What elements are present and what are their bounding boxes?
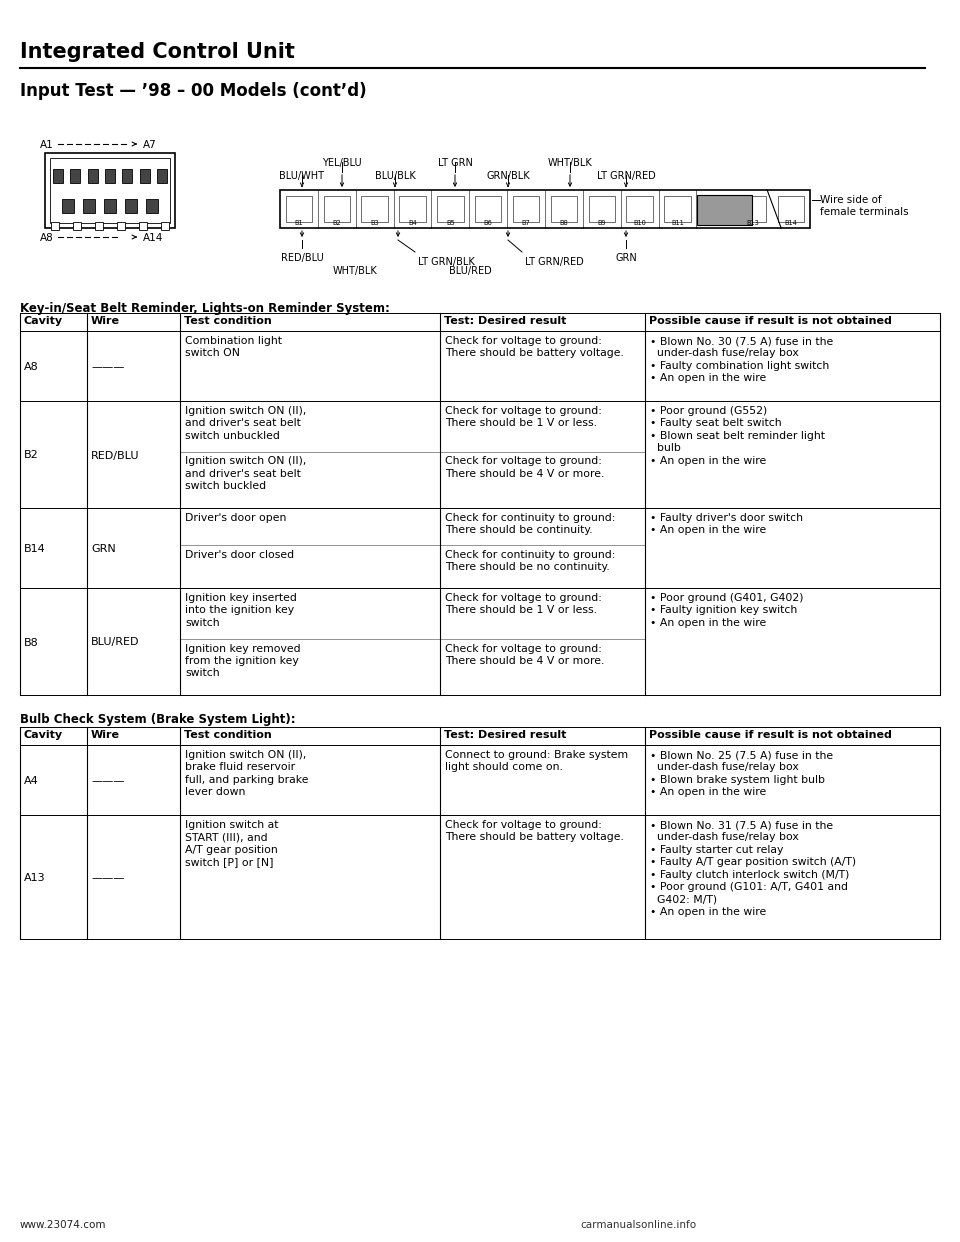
Bar	[280, 190, 810, 229]
Text: B14: B14	[784, 220, 798, 226]
Bar	[551, 196, 577, 222]
Bar	[361, 196, 388, 222]
Text: B8: B8	[24, 637, 38, 647]
Text: Cavity: Cavity	[24, 315, 63, 325]
Bar	[105, 169, 115, 183]
Text: Cavity: Cavity	[24, 730, 63, 740]
Text: Wire side of: Wire side of	[820, 195, 881, 205]
Text: Test: Desired result: Test: Desired result	[444, 730, 566, 740]
Text: LT GRN/RED: LT GRN/RED	[525, 257, 584, 267]
Text: Ignition switch ON (II),
and driver's seat belt
switch unbuckled: Ignition switch ON (II), and driver's se…	[185, 406, 306, 441]
Text: Ignition key removed
from the ignition key
switch: Ignition key removed from the ignition k…	[185, 643, 300, 678]
Bar	[588, 196, 615, 222]
Bar	[740, 196, 766, 222]
Text: B7: B7	[521, 220, 531, 226]
Text: B6: B6	[484, 220, 492, 226]
Text: B3: B3	[371, 220, 379, 226]
Text: GRN: GRN	[615, 253, 636, 263]
Text: GRN/BLK: GRN/BLK	[486, 171, 530, 181]
Bar	[139, 222, 147, 230]
Text: Check for continuity to ground:
There should be continuity.: Check for continuity to ground: There sh…	[445, 513, 615, 535]
Text: B9: B9	[597, 220, 606, 226]
Text: Driver's door open: Driver's door open	[185, 513, 286, 523]
Bar	[324, 196, 350, 222]
Bar	[778, 196, 804, 222]
Text: Possible cause if result is not obtained: Possible cause if result is not obtained	[649, 315, 892, 325]
Text: Check for voltage to ground:
There should be 1 V or less.: Check for voltage to ground: There shoul…	[445, 592, 602, 615]
Text: RED/BLU: RED/BLU	[91, 451, 139, 461]
Text: LT GRN/RED: LT GRN/RED	[596, 171, 656, 181]
Text: Check for continuity to ground:
There should be no continuity.: Check for continuity to ground: There sh…	[445, 550, 615, 573]
Text: Wire: Wire	[91, 315, 120, 325]
Bar	[122, 169, 132, 183]
Bar	[70, 169, 81, 183]
Bar	[286, 196, 312, 222]
Bar	[87, 169, 98, 183]
Text: Possible cause if result is not obtained: Possible cause if result is not obtained	[649, 730, 892, 740]
Text: Key-in/Seat Belt Reminder, Lights-on Reminder System:: Key-in/Seat Belt Reminder, Lights-on Rem…	[20, 302, 390, 315]
Bar	[161, 222, 169, 230]
Text: Ignition switch at
START (III), and
A/T gear position
switch [P] or [N]: Ignition switch at START (III), and A/T …	[185, 820, 278, 867]
Bar	[139, 169, 150, 183]
Text: Check for voltage to ground:
There should be 1 V or less.: Check for voltage to ground: There shoul…	[445, 406, 602, 428]
Bar	[50, 158, 170, 224]
Text: B8: B8	[560, 220, 568, 226]
Bar	[399, 196, 425, 222]
Bar	[125, 199, 137, 212]
Text: B1: B1	[295, 220, 303, 226]
Bar	[475, 196, 501, 222]
Text: Check for voltage to ground:
There should be battery voltage.: Check for voltage to ground: There shoul…	[445, 820, 624, 842]
Text: B5: B5	[446, 220, 455, 226]
Text: A13: A13	[24, 873, 46, 883]
Text: Test condition: Test condition	[184, 730, 272, 740]
Text: Test condition: Test condition	[184, 315, 272, 325]
Text: Connect to ground: Brake system
light should come on.: Connect to ground: Brake system light sh…	[445, 750, 628, 773]
Text: Driver's door closed: Driver's door closed	[185, 550, 294, 560]
Text: ———: ———	[91, 776, 125, 786]
Bar	[437, 196, 464, 222]
Text: Test: Desired result: Test: Desired result	[444, 315, 566, 325]
Text: WHT/BLK: WHT/BLK	[332, 266, 377, 276]
Text: Ignition switch ON (II),
and driver's seat belt
switch buckled: Ignition switch ON (II), and driver's se…	[185, 457, 306, 492]
Text: BLU/WHT: BLU/WHT	[279, 171, 324, 181]
Bar	[95, 222, 103, 230]
Text: RED/BLU: RED/BLU	[280, 253, 324, 263]
Text: LT GRN: LT GRN	[438, 158, 472, 168]
Text: Bulb Check System (Brake System Light):: Bulb Check System (Brake System Light):	[20, 713, 296, 727]
Text: B4: B4	[408, 220, 417, 226]
Text: YEL/BLU: YEL/BLU	[323, 158, 362, 168]
Text: A14: A14	[143, 233, 163, 243]
Bar	[62, 199, 74, 212]
Text: Ignition key inserted
into the ignition key
switch: Ignition key inserted into the ignition …	[185, 592, 297, 627]
Text: B2: B2	[332, 220, 341, 226]
Text: Ignition switch ON (II),
brake fluid reservoir
full, and parking brake
lever dow: Ignition switch ON (II), brake fluid res…	[185, 750, 308, 797]
Text: Check for voltage to ground:
There should be 4 V or more.: Check for voltage to ground: There shoul…	[445, 643, 605, 666]
Text: LT GRN/BLK: LT GRN/BLK	[418, 257, 475, 267]
Text: BLU/RED: BLU/RED	[91, 637, 139, 647]
Text: www.23074.com: www.23074.com	[20, 1220, 107, 1230]
Text: Check for voltage to ground:
There should be 4 V or more.: Check for voltage to ground: There shoul…	[445, 457, 605, 479]
Text: Wire: Wire	[91, 730, 120, 740]
Text: WHT/BLK: WHT/BLK	[547, 158, 592, 168]
Text: BLU/BLK: BLU/BLK	[374, 171, 416, 181]
Text: • Faulty driver's door switch
• An open in the wire: • Faulty driver's door switch • An open …	[650, 513, 803, 535]
Bar	[157, 169, 167, 183]
Bar	[83, 199, 95, 212]
Text: ———: ———	[91, 361, 125, 373]
Text: • Poor ground (G401, G402)
• Faulty ignition key switch
• An open in the wire: • Poor ground (G401, G402) • Faulty igni…	[650, 592, 804, 627]
Text: A1: A1	[40, 140, 54, 150]
Text: • Blown No. 31 (7.5 A) fuse in the
  under-dash fuse/relay box
• Faulty starter : • Blown No. 31 (7.5 A) fuse in the under…	[650, 820, 856, 917]
Text: Check for voltage to ground:
There should be battery voltage.: Check for voltage to ground: There shoul…	[445, 337, 624, 359]
Text: ———: ———	[91, 873, 125, 883]
Bar	[104, 199, 116, 212]
Text: B2: B2	[24, 451, 38, 461]
Bar	[664, 196, 691, 222]
Text: BLU/RED: BLU/RED	[448, 266, 492, 276]
Text: A8: A8	[40, 233, 54, 243]
Text: female terminals: female terminals	[820, 207, 908, 217]
Text: A4: A4	[24, 776, 38, 786]
Bar	[51, 222, 59, 230]
Text: B11: B11	[671, 220, 684, 226]
Text: carmanualsonline.info: carmanualsonline.info	[580, 1220, 696, 1230]
Text: A7: A7	[143, 140, 156, 150]
